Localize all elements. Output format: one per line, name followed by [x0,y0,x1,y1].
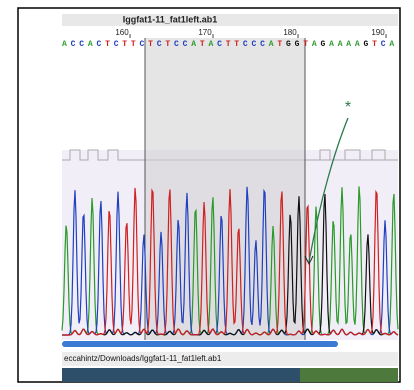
base: C [217,40,222,49]
preview-image [300,368,398,382]
base: A [191,40,196,49]
base: T [122,40,127,49]
base: T [372,40,377,49]
base: C [140,40,145,49]
base: A [269,40,274,49]
base: T [303,40,308,49]
base: T [277,40,282,49]
base: A [389,40,394,49]
base: T [148,40,153,49]
selection [145,38,305,340]
screenshot: Iggfat1-11_fat1left.ab1 160170180190 ACC… [0,0,414,390]
base: C [252,40,257,49]
base: A [338,40,343,49]
base: G [364,40,369,49]
base: C [157,40,162,49]
scrollbar [62,341,338,347]
base: T [105,40,110,49]
base: A [208,40,213,49]
base: C [79,40,84,49]
title-bar [62,14,398,26]
base: A [355,40,360,49]
base: C [114,40,119,49]
base: A [312,40,317,49]
base: C [260,40,265,49]
base: A [329,40,334,49]
base: G [286,40,291,49]
base: C [71,40,76,49]
file-path: eccahintz/Downloads/Iggfat1-11_fat1left.… [64,354,222,363]
annotation: * [345,99,351,116]
base: G [320,40,325,49]
ruler-label: 170 [198,28,212,37]
base: C [174,40,179,49]
base: A [62,40,67,49]
base: C [381,40,386,49]
base: T [200,40,205,49]
base: T [226,40,231,49]
ruler-label: 190 [371,28,385,37]
base: G [295,40,300,49]
base: C [183,40,188,49]
window-title: Iggfat1-11_fat1left.ab1 [123,14,218,24]
base: T [131,40,136,49]
base: A [346,40,351,49]
base: T [165,40,170,49]
base: A [88,40,93,49]
base: T [234,40,239,49]
base: C [243,40,248,49]
ruler-label: 180 [283,28,297,37]
base: C [96,40,101,49]
ruler-label: 160 [115,28,129,37]
